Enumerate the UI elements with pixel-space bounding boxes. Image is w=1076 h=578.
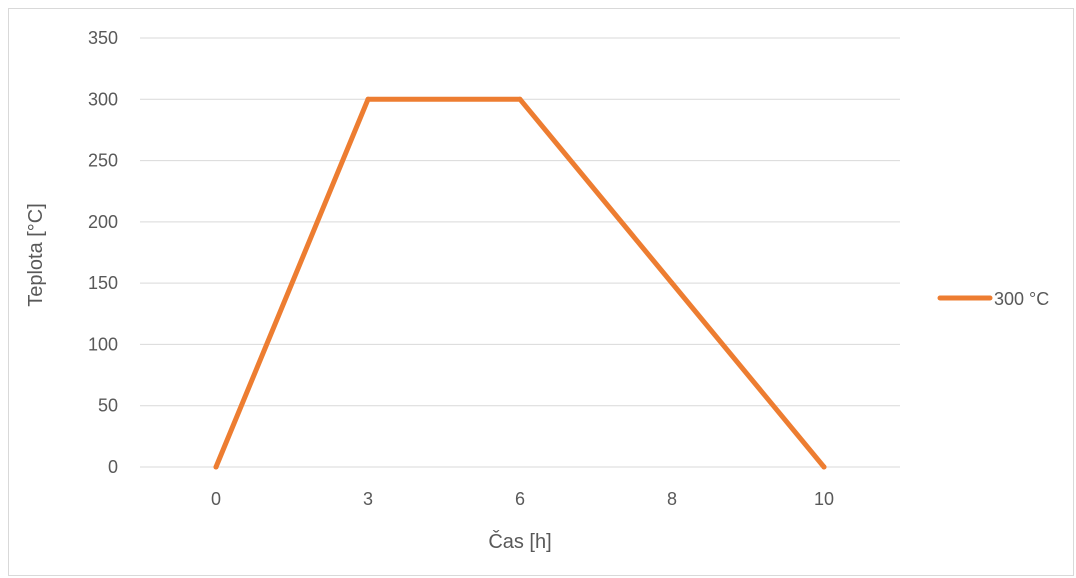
x-tick-label: 3 — [363, 489, 373, 509]
x-tick-label: 10 — [814, 489, 834, 509]
series-layer — [213, 96, 827, 470]
x-tick-labels: 0 3 6 8 10 — [211, 489, 834, 509]
y-axis-title: Teplota [°C] — [25, 203, 47, 307]
data-point — [821, 464, 827, 470]
x-tick-label: 0 — [211, 489, 221, 509]
data-point — [669, 280, 675, 286]
x-tick-label: 6 — [515, 489, 525, 509]
y-tick-label: 200 — [88, 212, 118, 232]
legend: 300 °C — [937, 289, 1049, 309]
y-tick-label: 100 — [88, 334, 118, 354]
data-point — [213, 464, 219, 470]
y-tick-label: 50 — [98, 396, 118, 416]
y-tick-label: 250 — [88, 151, 118, 171]
y-tick-label: 350 — [88, 28, 118, 48]
y-tick-label: 150 — [88, 273, 118, 293]
data-point — [365, 96, 371, 102]
legend-label-300c: 300 °C — [994, 289, 1049, 309]
x-axis-title: Čas [h] — [488, 530, 551, 553]
chart-area — [8, 8, 1074, 576]
data-point — [517, 96, 523, 102]
y-tick-labels: 0 50 100 150 200 250 300 350 — [88, 28, 118, 477]
y-tick-label: 0 — [108, 457, 118, 477]
x-tick-label: 8 — [667, 489, 677, 509]
y-tick-label: 300 — [88, 89, 118, 109]
